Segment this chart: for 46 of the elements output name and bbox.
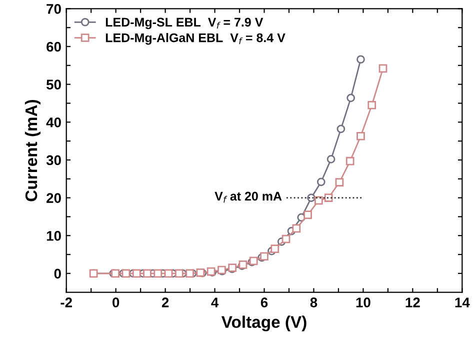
x-tick-label: 8 — [310, 298, 318, 308]
y-axis-title: Current (mA) — [24, 100, 40, 202]
y-tick-label: 50 — [46, 80, 61, 90]
point — [304, 210, 312, 219]
legend-label: LED-Mg-SL EBL V$_{f}$ = 7.9 V — [106, 18, 264, 30]
point — [143, 269, 152, 278]
point — [368, 100, 376, 110]
x-axis-title: Voltage (V) — [221, 316, 306, 332]
x-tick-label: 10 — [356, 298, 370, 308]
point — [260, 252, 268, 261]
point — [132, 269, 141, 278]
point — [314, 196, 323, 205]
point — [324, 194, 333, 202]
point — [335, 178, 344, 186]
point — [164, 269, 173, 278]
x-tick-label: 4 — [211, 298, 219, 308]
y-tick-label: 60 — [46, 42, 61, 52]
point — [356, 55, 365, 64]
x-tick-label: 6 — [260, 298, 268, 308]
y-tick-label: 30 — [46, 155, 61, 166]
x-tick-label: -2 — [60, 298, 72, 308]
point — [154, 269, 162, 278]
point — [186, 269, 194, 278]
point — [346, 156, 354, 166]
point — [336, 124, 346, 134]
legend-label: LED-Mg-AlGaN EBL V$_{f}$ = 8.4 V — [106, 33, 286, 45]
point — [326, 155, 336, 164]
y-tick-label: 20 — [46, 193, 61, 203]
point — [122, 269, 130, 278]
x-tick-label: 2 — [162, 298, 169, 308]
point — [174, 269, 184, 278]
y-tick-label: 0 — [54, 268, 61, 279]
y-tick-label: 10 — [46, 230, 61, 241]
point — [282, 234, 290, 244]
x-tick-label: 14 — [455, 298, 470, 308]
y-tick-label: 70 — [46, 4, 61, 14]
point — [356, 132, 365, 140]
point — [270, 244, 280, 253]
x-tick-label: 0 — [112, 298, 120, 308]
point — [378, 64, 388, 73]
point — [316, 178, 326, 186]
point — [292, 224, 301, 233]
x-tick-label: 12 — [406, 298, 420, 308]
annotation: V$_{f}$ at 20 mA — [214, 192, 282, 203]
point — [346, 94, 355, 102]
y-tick-label: 40 — [46, 117, 61, 128]
